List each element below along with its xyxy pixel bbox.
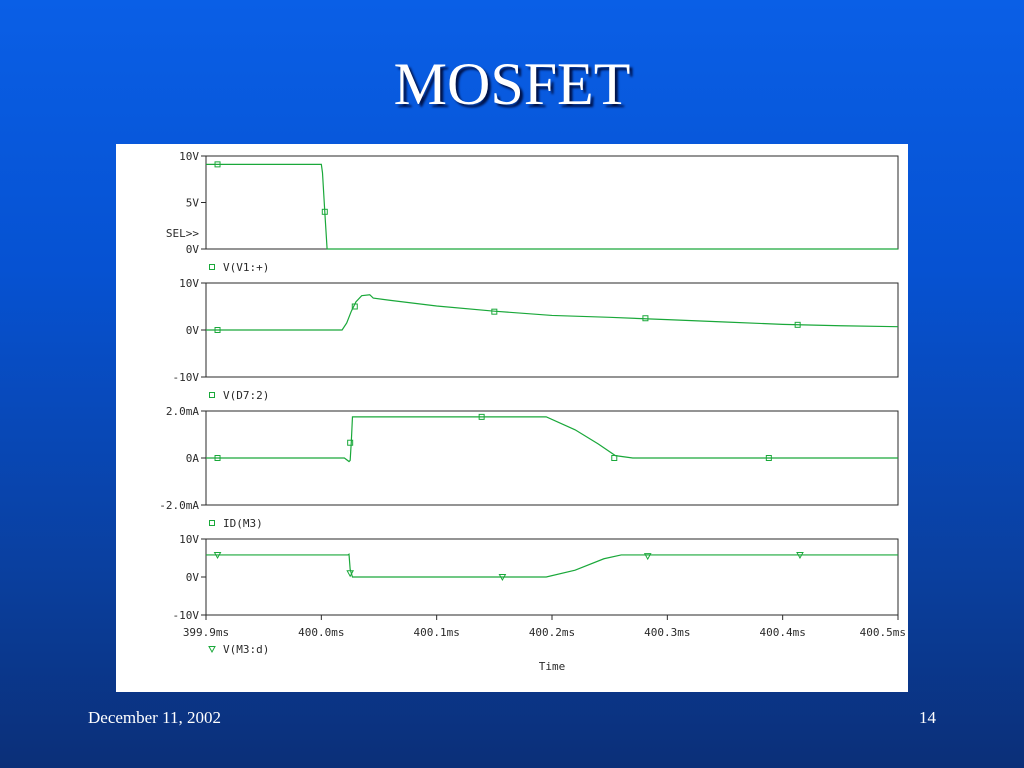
trace-marker-3-3 [478,413,485,420]
trace-marker-3-1 [214,455,221,461]
selected-plot-indicator[interactable]: SEL>> [166,227,199,240]
x-axis-label: Time [539,660,566,673]
trace-marker-3-5 [765,455,772,461]
trace-V(M3:d) [206,553,898,578]
y-tick-label-3-1: -2.0mA [159,499,199,512]
y-tick-label-2-2: 0V [186,324,200,337]
y-tick-label-2-1: -10V [173,371,200,384]
trace-marker-2-4 [642,315,649,322]
x-tick-label-4: 400.2ms [529,626,575,639]
x-tick-label-3: 400.1ms [413,626,459,639]
trace-V(V1:+) [206,163,898,250]
x-tick-label-2: 400.0ms [298,626,344,639]
trace-marker-1-2 [321,208,328,215]
trace-marker-4-5 [796,551,804,560]
trace-marker-4-4 [643,553,652,561]
y-tick-label-3-2: 0A [186,452,200,465]
legend-label-2[interactable]: V(D7:2) [223,389,269,402]
y-tick-label-1-1: 0V [186,243,200,256]
y-tick-label-4-3: 10V [179,533,199,546]
y-tick-label-4-1: -10V [173,609,200,622]
plot-frame-1 [205,155,899,250]
trace-marker-4-1 [213,551,222,560]
trace-marker-1-1 [214,161,221,168]
y-tick-label-1-3: 10V [179,150,199,163]
y-tick-label-2-3: 10V [179,277,199,290]
trace-marker-3-2 [347,439,354,446]
trace-marker-2-2 [351,303,358,310]
legend-label-1[interactable]: V(V1:+) [223,261,269,274]
slide-title: MOSFET [393,51,631,117]
trace-ID(M3) [206,416,898,463]
legend-marker-3 [209,520,215,526]
trace-marker-4-3 [498,574,507,582]
trace-marker-3-4 [611,455,618,461]
y-tick-label-1-2: 5V [186,197,200,210]
trace-V(D7:2) [206,294,899,331]
x-tick-label-1: 399.9ms [183,626,229,639]
x-tick-label-5: 400.3ms [644,626,690,639]
legend-label-3[interactable]: ID(M3) [223,517,263,530]
trace-marker-2-5 [794,321,801,328]
x-tick-label-7: 400.5ms [860,626,906,639]
legend-marker-1 [209,264,215,270]
y-tick-label-3-3: 2.0mA [166,405,199,418]
legend-marker-2 [209,392,215,398]
page-number: 14 [919,708,936,727]
plot-panel: 0V 5V 10V SEL>> V(V1:+) -10V 0V 10V V(D7:2) -2.0m… [116,144,908,692]
x-tick-label-6: 400.4ms [759,626,805,639]
y-tick-label-4-2: 0V [186,571,200,584]
footer-date: December 11, 2002 [88,708,221,727]
waveform-plot: 0V 5V 10V SEL>> V(V1:+) -10V 0V 10V V(D7:2) -2.0m… [159,150,906,673]
trace-marker-2-3 [491,308,498,315]
legend-label-4[interactable]: V(M3:d) [223,643,269,656]
legend-marker-4 [208,646,216,654]
trace-marker-2-1 [214,327,221,333]
trace-marker-4-2 [346,570,355,578]
plot-frame-4 [205,538,899,616]
